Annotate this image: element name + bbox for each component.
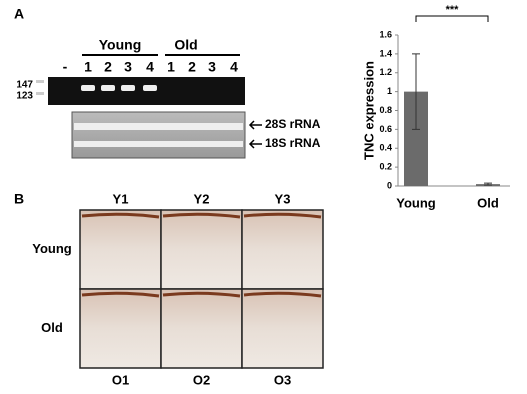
column-label: Y1 [113,191,129,206]
gel-bands [36,80,157,95]
y-tick-label: 1.6 [379,29,392,39]
lane-label: 3 [124,59,132,75]
histology-image [241,288,324,369]
significance: *** [446,4,460,16]
rrna-label: 18S rRNA [265,136,321,150]
y-tick-label: 0 [387,180,392,190]
group-label: Young [99,37,142,53]
y-tick-label: 0.4 [379,143,392,153]
column-label: O2 [193,372,210,387]
histology-image [79,209,162,290]
panel-label: A [14,6,24,22]
y-tick-label: 1 [387,86,392,96]
histology-image [79,288,162,369]
group-label: Old [174,37,197,53]
column-label: Y2 [194,191,210,206]
y-axis-label: TNC expression [361,61,376,160]
column-label: Y3 [275,191,291,206]
arrows [248,120,262,149]
rrna-label: 28S rRNA [265,117,321,131]
y-tick-label: 1.2 [379,67,392,77]
epidermis [162,212,241,219]
panel-label: B [14,191,24,207]
band-18s [74,141,243,147]
lane-label: 2 [104,59,112,75]
epidermis [243,212,322,219]
lane-label: 1 [167,59,175,75]
column-label: O1 [112,372,129,387]
lane-label: - [63,59,68,75]
epidermis [81,212,160,219]
histology-image [160,209,243,290]
histology-image [160,288,243,369]
lane-label: 4 [230,59,238,75]
marker-label: 123 [16,91,33,102]
lane-label: 1 [84,59,92,75]
lane-label: 2 [188,59,196,75]
column-label: O3 [274,372,291,387]
rrna-gel [71,111,246,159]
y-tick-label: 0.2 [379,162,392,172]
y-tick-label: 0.8 [379,105,392,115]
row-label: Old [41,320,63,335]
epidermis [81,291,160,298]
marker-label: 147 [16,80,33,91]
error-bar [412,53,420,130]
significance-bracket [415,15,489,22]
error-bar [484,182,492,186]
x-tick-label: Old [477,195,499,210]
row-label: Young [32,241,72,256]
epidermis [162,291,241,298]
lane-label: 4 [146,59,154,75]
lane-label: 3 [208,59,216,75]
band-28s [74,123,243,130]
y-tick-label: 0.6 [379,124,392,134]
x-tick-label: Young [396,195,436,210]
histology-image [241,209,324,290]
epidermis [243,291,322,298]
y-tick-label: 1.4 [379,48,392,58]
